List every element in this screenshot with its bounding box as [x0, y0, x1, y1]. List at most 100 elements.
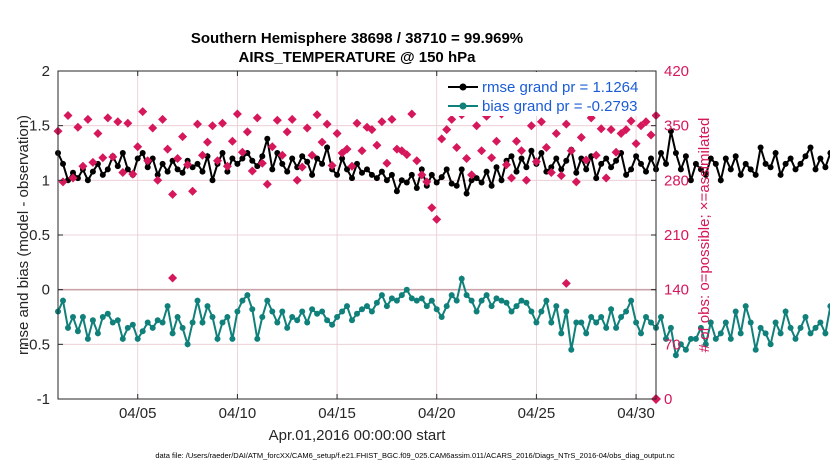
bias-point [787, 324, 794, 331]
obs-count-marker [621, 125, 631, 135]
rmse-point [667, 128, 674, 135]
rmse-point [608, 164, 615, 171]
bias-point [613, 324, 620, 331]
rmse-point [663, 160, 669, 167]
bias-point [239, 297, 246, 304]
obs-count-marker [158, 114, 168, 124]
rmse-point [742, 160, 749, 167]
obs-count-marker [442, 125, 452, 135]
bias-point [757, 324, 764, 331]
rmse-point [603, 155, 610, 162]
obs-count-marker [526, 121, 536, 131]
bias-point [633, 319, 640, 326]
rmse-point [498, 177, 505, 184]
bias-point [697, 324, 704, 331]
rmse-point [727, 166, 734, 173]
rmse-point [269, 166, 276, 173]
obs-count-marker [521, 175, 531, 185]
obs-count-marker [447, 114, 457, 124]
rmse-point [408, 171, 415, 178]
rmse-point [388, 171, 395, 178]
bias-point [74, 328, 81, 335]
bias-point [682, 346, 689, 353]
rmse-point [134, 155, 141, 162]
obs-count-marker [208, 121, 217, 131]
bias-point [309, 306, 316, 313]
obs-count-marker [631, 139, 641, 149]
bias-point [388, 295, 395, 302]
bias-point [483, 292, 490, 299]
bias-point [687, 335, 694, 342]
rmse-point [179, 169, 186, 176]
obs-count-marker [252, 113, 262, 123]
bias-point [413, 297, 420, 304]
rmse-point [84, 177, 91, 184]
rmse-point [443, 166, 450, 173]
rmse-point [339, 155, 346, 162]
rmse-point [304, 158, 311, 165]
obs-count-marker [237, 147, 247, 157]
bias-point [244, 292, 251, 299]
obs-count-marker [332, 129, 342, 138]
obs-count-marker [312, 110, 322, 120]
bias-point [393, 297, 400, 304]
rmse-point [797, 160, 804, 167]
x-tick-label: 04/05 [119, 405, 157, 422]
obs-count-marker [581, 155, 591, 165]
rmse-point [289, 155, 296, 162]
bias-point [822, 330, 829, 337]
rmse-point [613, 157, 620, 164]
bias-point [84, 335, 91, 342]
bias-point [269, 308, 276, 315]
rmse-point [677, 166, 684, 173]
obs-count-marker [138, 107, 148, 117]
rmse-point [279, 160, 286, 167]
rmse-point [463, 190, 470, 197]
rmse-point [598, 160, 605, 167]
obs-count-marker [307, 150, 317, 160]
rmse-point [772, 150, 779, 156]
obs-count-marker [571, 177, 581, 187]
bias-point [139, 328, 146, 335]
rmse-point [264, 135, 271, 142]
bias-point [284, 324, 291, 331]
legend-rmse-marker [459, 83, 467, 91]
bias-point [513, 303, 520, 310]
rmse-point [324, 144, 331, 151]
bias-point [119, 335, 126, 342]
bias-point [124, 324, 131, 331]
rmse-point [344, 166, 350, 173]
rmse-point [89, 168, 96, 175]
obs-count-marker [606, 125, 616, 135]
bias-point [99, 314, 106, 320]
y-right-tick-label: 350 [664, 118, 689, 135]
footer-data-file: data file: /Users/raeder/DAI/ATM_forcXX/… [155, 451, 675, 460]
bias-point [324, 317, 331, 324]
obs-count-marker [108, 152, 118, 162]
rmse-point [643, 168, 649, 175]
obs-count-marker [487, 153, 497, 163]
rmse-point [124, 166, 131, 173]
rmse-point [648, 155, 654, 162]
rmse-point [478, 179, 485, 186]
bias-point [762, 330, 769, 337]
bias-point [453, 297, 460, 304]
rmse-point [249, 157, 256, 164]
obs-count-marker [377, 117, 387, 127]
rmse-point [229, 155, 236, 162]
rmse-point [74, 175, 81, 182]
bias-point [717, 330, 724, 337]
obs-count-marker [387, 114, 397, 124]
rmse-point [802, 153, 809, 160]
bias-point [65, 324, 71, 331]
bias-point [523, 299, 530, 306]
y-left-tick-label: -1 [37, 391, 50, 408]
obs-count-marker [372, 140, 382, 150]
axis-ticks: -1 -0.5 0 0.5 1 1.5 2 0 70 140 210 280 350 420 04/05 04… [24, 63, 689, 422]
rmse-point [314, 155, 321, 162]
bias-point [373, 299, 380, 306]
bias-point [672, 352, 679, 359]
obs-count-marker [492, 136, 501, 146]
bias-point [144, 319, 151, 326]
bias-point [797, 324, 804, 331]
